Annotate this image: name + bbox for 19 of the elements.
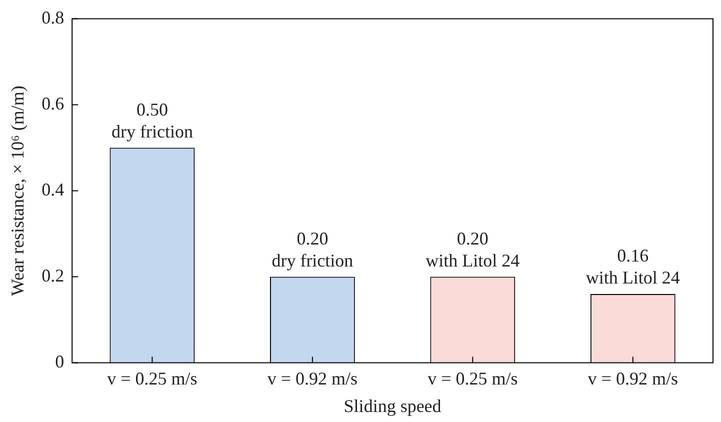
x-tick-label: v = 0.25 m/s [428,368,518,388]
data-label: 0.20 [296,228,328,249]
x-tick-label: v = 0.25 m/s [107,368,198,388]
y-tick-label: 0.4 [42,180,64,200]
data-label: 0.50 [136,100,168,120]
y-tick-label: 0.8 [42,8,64,28]
y-tick-label: 0.2 [42,266,64,286]
y-tick-label: 0 [55,352,64,372]
annotation: with Litol 24 [586,268,680,288]
x-axis-title: Sliding speed [344,396,442,416]
annotation: dry friction [111,122,193,142]
data-label: 0.16 [617,246,649,266]
y-axis-title: Wear resistance, × 10⁶ (m/m) [8,86,28,296]
y-tick-label: 0.6 [42,94,64,114]
data-label: 0.20 [456,228,488,249]
annotation: with Litol 24 [426,250,520,271]
x-tick-label: v = 0.92 m/s [588,368,678,388]
annotation: dry friction [272,250,354,271]
x-tick-label: v = 0.92 m/s [267,368,358,388]
